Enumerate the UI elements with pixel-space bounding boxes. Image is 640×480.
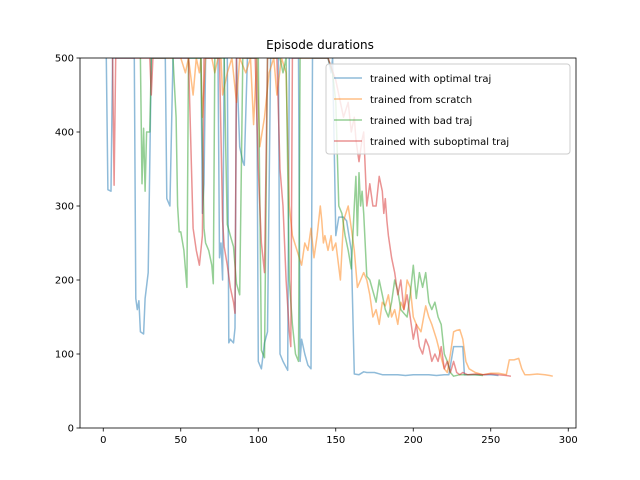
x-tick-label: 250 [481,435,500,446]
x-tick-label: 150 [326,435,345,446]
y-tick-label: 400 [55,128,74,139]
legend-label-2: trained with bad traj [370,116,472,127]
series-line-2 [139,58,484,377]
legend-label-0: trained with optimal traj [370,74,491,85]
legend-box [325,63,571,155]
y-tick-label: 200 [55,276,74,287]
y-axis: 0 100 200 300 400 500 [55,54,80,435]
legend-label-1: trained from scratch [370,95,472,106]
legend: trained with optimal traj trained from sc… [325,63,571,155]
y-tick-label: 500 [55,54,74,65]
y-tick-label: 300 [55,202,74,213]
x-tick-label: 300 [559,435,578,446]
x-tick-label: 0 [100,435,106,446]
x-tick-label: 200 [404,435,423,446]
plot-frame [79,57,577,429]
y-tick-label: 0 [68,424,74,435]
chart-title: Episode durations [266,38,374,52]
legend-label-3: trained with suboptimal traj [370,137,509,148]
series-line-0 [105,58,499,377]
x-tick-label: 100 [249,435,268,446]
y-tick-label: 100 [55,350,74,361]
x-axis: 0 50 100 150 200 250 300 [100,428,578,446]
x-tick-label: 50 [174,435,187,446]
series-line-1 [180,58,553,377]
